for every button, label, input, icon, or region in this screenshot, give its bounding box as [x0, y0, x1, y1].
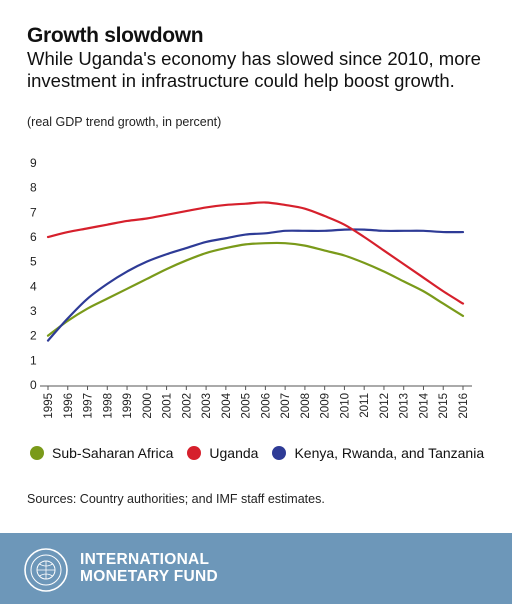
legend-swatch-uganda [187, 446, 202, 460]
y-tick-label: 4 [30, 279, 37, 293]
x-tick-label: 2008 [300, 393, 312, 419]
x-tick-label: 1998 [102, 393, 114, 419]
x-tick-label: 2010 [339, 393, 351, 419]
y-tick-label: 9 [30, 156, 37, 170]
imf-footer: INTERNATIONAL MONETARY FUND [0, 533, 512, 604]
y-tick-label: 8 [30, 181, 37, 195]
y-tick-label: 6 [30, 230, 37, 244]
legend-swatch-eac [272, 446, 287, 460]
legend-swatch-sub-saharan [30, 446, 44, 460]
x-tick-label: 2000 [142, 393, 154, 419]
chart-subtitle: While Uganda's economy has slowed since … [27, 48, 481, 91]
x-tick-label: 2016 [458, 393, 470, 419]
imf-seal-icon [24, 548, 68, 592]
legend-item-sub-saharan: Sub-Saharan Africa [30, 445, 173, 461]
legend-label-sub-saharan: Sub-Saharan Africa [52, 445, 174, 461]
imf-wordmark-line2: MONETARY FUND [80, 568, 218, 585]
x-tick-label: 2003 [201, 393, 213, 419]
x-tick-label: 2013 [399, 393, 411, 419]
y-tick-label: 7 [30, 205, 37, 219]
legend-label-eac: Kenya, Rwanda, and Tanzania [294, 445, 485, 461]
x-tick-label: 2012 [379, 393, 391, 419]
x-tick-label: 2009 [320, 393, 332, 419]
line-chart: 0 1 2 3 4 5 6 7 8 9 1995 1996 1997 1998 1999 2000 2001 20… [30, 156, 472, 419]
x-tick-label: 1997 [83, 393, 95, 419]
legend-label-uganda: Uganda [209, 445, 259, 461]
source-note: Sources: Country authorities; and IMF st… [27, 492, 325, 506]
x-tick-label: 2014 [418, 392, 430, 418]
y-tick-label: 3 [30, 304, 37, 318]
y-tick-label: 2 [30, 329, 37, 343]
imf-wordmark[interactable]: INTERNATIONAL MONETARY FUND [80, 551, 218, 585]
x-tick-label: 2005 [241, 393, 253, 419]
y-tick-label: 0 [30, 378, 37, 392]
x-tick-label: 2004 [221, 392, 233, 418]
y-tick-label: 1 [30, 353, 37, 367]
x-tick-label: 2007 [280, 393, 292, 419]
x-tick-label: 2002 [181, 393, 193, 419]
chart-title: Growth slowdown [27, 24, 204, 47]
x-tick-label: 1999 [122, 393, 134, 419]
y-tick-label: 5 [30, 255, 37, 269]
x-tick-label: 2001 [162, 393, 174, 419]
legend-item-eac: Kenya, Rwanda, and Tanzania [272, 445, 484, 461]
series-line-uganda [46, 201, 465, 305]
x-tick-label: 2006 [260, 393, 272, 419]
series-line-sub-saharan-africa [46, 241, 465, 337]
x-tick-label: 1996 [63, 393, 75, 419]
legend: Sub-Saharan Africa Uganda Kenya, Rwanda,… [30, 445, 498, 461]
series-line-kenya-rwanda-and-tanzania [46, 228, 465, 342]
x-tick-label: 1995 [43, 393, 55, 419]
y-axis-unit-label: (real GDP trend growth, in percent) [27, 115, 222, 129]
legend-item-uganda: Uganda [187, 445, 258, 461]
x-tick-label: 2015 [438, 393, 450, 419]
x-tick-label: 2011 [359, 393, 371, 418]
imf-wordmark-line1: INTERNATIONAL [80, 551, 210, 568]
